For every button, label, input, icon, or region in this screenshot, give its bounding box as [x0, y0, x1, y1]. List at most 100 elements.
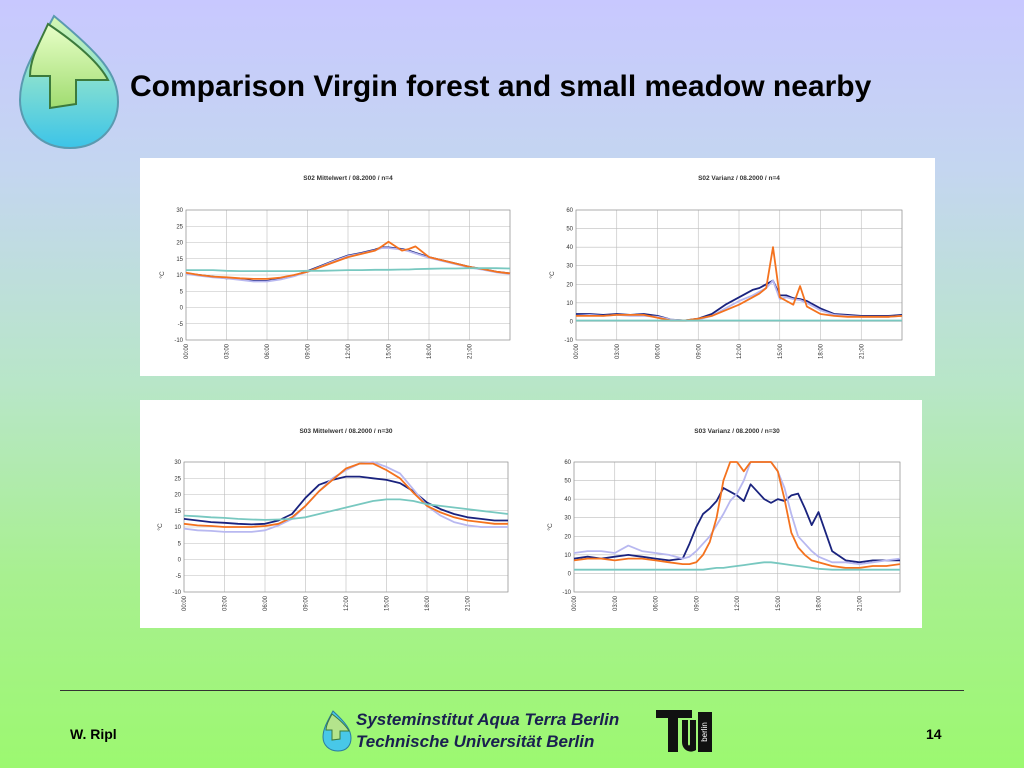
series-line-1 — [573, 461, 901, 566]
y-tick-label: 30 — [176, 208, 183, 214]
x-tick-label: 00:00 — [184, 343, 190, 359]
chart-title: S02 Mittelwert / 08.2000 / n=4 — [303, 175, 393, 182]
x-tick-label: 18:00 — [817, 595, 823, 611]
x-tick-label: 00:00 — [572, 595, 578, 611]
y-tick-label: 40 — [566, 245, 573, 251]
x-tick-label: 15:00 — [385, 595, 391, 611]
y-tick-label: 0 — [570, 319, 574, 325]
tu-logo-text: berlin — [700, 722, 709, 742]
y-tick-label: 60 — [564, 460, 571, 466]
x-tick-label: 15:00 — [778, 343, 784, 359]
x-tick-label: 12:00 — [735, 595, 741, 611]
y-tick-label: 5 — [178, 541, 182, 547]
x-tick-label: 03:00 — [613, 595, 619, 611]
series-line-3 — [186, 267, 511, 272]
x-tick-label: 18:00 — [427, 343, 433, 359]
chart-panel-s03: S03 Mittelwert / 08.2000 / n=30 -10 -5 0 5 10… — [140, 400, 922, 628]
plot-frame — [575, 209, 903, 341]
institution-line-1: Systeminstitut Aqua Terra Berlin — [356, 710, 620, 729]
x-tick-label: 15:00 — [387, 343, 393, 359]
chart-0: S02 Mittelwert / 08.2000 / n=4 -10 -5 0 5 10 1… — [158, 175, 511, 359]
leaf-logo — [18, 14, 120, 150]
y-tick-label: 10 — [176, 273, 183, 279]
x-tick-label: 06:00 — [265, 343, 271, 359]
x-tick-label: 00:00 — [182, 595, 188, 611]
chart-title: S03 Mittelwert / 08.2000 / n=30 — [299, 428, 392, 435]
y-tick-label: 20 — [564, 534, 571, 540]
y-tick-label: 20 — [174, 493, 181, 499]
x-tick-label: 06:00 — [654, 595, 660, 611]
chart-panel-s02-svg: S02 Mittelwert / 08.2000 / n=4 -10 -5 0 5 10 1… — [158, 175, 903, 359]
chart-3: S03 Varianz / 08.2000 / n=30 -10 0 10 20 30 40… — [546, 428, 901, 611]
y-tick-label: 30 — [174, 460, 181, 466]
series-line-0 — [183, 475, 508, 526]
x-tick-label: 03:00 — [615, 343, 621, 359]
y-tick-label: -10 — [172, 590, 181, 596]
x-tick-label: 15:00 — [776, 595, 782, 611]
y-axis-label: °C — [156, 523, 164, 531]
y-tick-label: 30 — [566, 264, 573, 270]
y-tick-label: 25 — [176, 224, 183, 230]
x-tick-label: 03:00 — [225, 343, 231, 359]
x-tick-label: 21:00 — [859, 343, 865, 359]
y-tick-label: 0 — [178, 558, 182, 564]
y-tick-label: -5 — [176, 574, 182, 580]
y-tick-label: 5 — [180, 289, 184, 295]
x-tick-label: 12:00 — [346, 343, 352, 359]
x-tick-label: 09:00 — [306, 343, 312, 359]
x-tick-label: 12:00 — [344, 595, 350, 611]
y-tick-label: 15 — [176, 257, 183, 263]
slide-title: Comparison Virgin forest and small meado… — [130, 70, 872, 103]
series-line-0 — [573, 483, 900, 564]
y-tick-label: 40 — [564, 497, 571, 503]
y-tick-label: 50 — [564, 479, 571, 485]
chart-2: S03 Mittelwert / 08.2000 / n=30 -10 -5 0 5 10… — [156, 428, 509, 611]
y-tick-label: 20 — [566, 282, 573, 288]
y-tick-label: 60 — [566, 208, 573, 214]
series-line-1 — [575, 279, 903, 322]
series-line-3 — [183, 498, 509, 521]
y-tick-label: 30 — [564, 516, 571, 522]
x-tick-label: 03:00 — [223, 595, 229, 611]
x-tick-label: 21:00 — [468, 343, 474, 359]
y-tick-label: 50 — [566, 227, 573, 233]
y-tick-label: -5 — [178, 322, 184, 328]
x-tick-label: 21:00 — [466, 595, 472, 611]
x-tick-label: 21:00 — [857, 595, 863, 611]
y-tick-label: -10 — [174, 338, 183, 344]
series-line-2 — [183, 462, 508, 528]
small-leaf-icon — [322, 710, 352, 752]
tu-berlin-logo: berlin — [656, 710, 712, 752]
x-tick-label: 18:00 — [819, 343, 825, 359]
page-number: 14 — [926, 726, 942, 742]
series-line-2 — [185, 240, 511, 280]
x-tick-label: 18:00 — [425, 595, 431, 611]
series-line-1 — [183, 461, 508, 533]
y-tick-label: 0 — [568, 571, 572, 577]
y-tick-label: 10 — [174, 525, 181, 531]
y-tick-label: 10 — [564, 553, 571, 559]
chart-title: S03 Varianz / 08.2000 / n=30 — [694, 428, 780, 435]
y-tick-label: 15 — [174, 509, 181, 515]
chart-1: S02 Varianz / 08.2000 / n=4 -10 0 10 20 30 40 5… — [548, 175, 903, 359]
x-tick-label: 09:00 — [694, 595, 700, 611]
chart-panel-s02: S02 Mittelwert / 08.2000 / n=4 -10 -5 0 5 10 1… — [140, 158, 935, 376]
x-tick-label: 09:00 — [304, 595, 310, 611]
y-tick-label: 25 — [174, 476, 181, 482]
y-tick-label: 20 — [176, 241, 183, 247]
y-axis-label: °C — [546, 523, 554, 531]
chart-panel-s03-svg: S03 Mittelwert / 08.2000 / n=30 -10 -5 0 5 10… — [156, 428, 901, 611]
x-tick-label: 12:00 — [737, 343, 743, 359]
x-tick-label: 06:00 — [263, 595, 269, 611]
x-tick-label: 06:00 — [656, 343, 662, 359]
y-tick-label: 0 — [180, 306, 184, 312]
series-line-3 — [574, 561, 900, 571]
series-line-2 — [576, 246, 903, 322]
y-axis-label: °C — [548, 271, 556, 279]
chart-title: S02 Varianz / 08.2000 / n=4 — [698, 175, 780, 182]
author-label: W. Ripl — [70, 726, 117, 742]
x-tick-label: 09:00 — [696, 343, 702, 359]
y-tick-label: -10 — [562, 590, 571, 596]
y-axis-label: °C — [158, 271, 166, 279]
institution-logo: Systeminstitut Aqua Terra Berlin Technis… — [322, 708, 714, 756]
